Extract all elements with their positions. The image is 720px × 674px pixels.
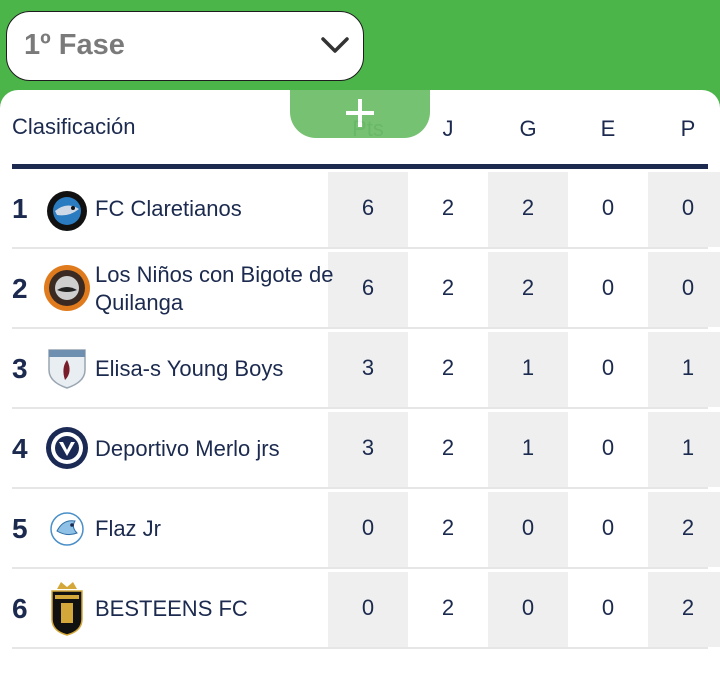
position: 1 (12, 193, 28, 224)
g-cell-bg (488, 252, 568, 327)
standings-title: Clasificación (12, 114, 136, 139)
p-value: 1 (681, 435, 695, 460)
e-value: 0 (601, 435, 615, 460)
pts-value: 6 (361, 275, 375, 300)
table-row[interactable]: 4 Deportivo Merlo jrs 3 2 1 0 1 (0, 409, 720, 489)
g-value: 0 (521, 595, 535, 620)
g-cell-bg (488, 332, 568, 407)
pts-value: 0 (361, 595, 375, 620)
e-value: 0 (601, 355, 615, 380)
p-cell-bg (648, 412, 720, 487)
g-value: 2 (521, 275, 535, 300)
pts-value: 3 (361, 355, 375, 380)
row-divider (12, 647, 708, 649)
pts-cell-bg (328, 172, 408, 247)
g-value: 0 (521, 515, 535, 540)
p-value: 2 (681, 595, 695, 620)
position: 6 (12, 593, 28, 624)
g-value: 2 (521, 195, 535, 220)
e-value: 0 (601, 595, 615, 620)
fc-claretianos-logo (47, 191, 87, 231)
team-name[interactable]: Deportivo Merlo jrs (95, 436, 280, 461)
table-row[interactable]: 1 FC Claretianos 6 2 2 0 0 (0, 169, 720, 249)
row-divider (12, 487, 708, 489)
phase-select-value: 1º Fase (24, 29, 125, 61)
deportivo-merlo-logo (46, 427, 88, 469)
g-cell-bg (488, 172, 568, 247)
table-row[interactable]: 3 Elisa-s Young Boys 3 2 1 0 1 (0, 329, 720, 409)
table-row[interactable]: 6 BESTEENS FC 0 2 0 0 2 (0, 569, 720, 649)
p-cell-bg (648, 252, 720, 327)
table-row[interactable]: 2 Los Niños con Bigote de Quilanga 6 2 2… (0, 249, 720, 329)
g-value: 1 (521, 435, 535, 460)
pts-cell-bg (328, 332, 408, 407)
plus-icon (346, 99, 374, 127)
row-divider (12, 567, 708, 569)
e-value: 0 (601, 515, 615, 540)
pts-value: 3 (361, 435, 375, 460)
j-value: 2 (441, 355, 455, 380)
j-value: 2 (441, 275, 455, 300)
pts-cell-bg (328, 572, 408, 647)
chevron-down-icon (321, 37, 349, 53)
add-button[interactable] (290, 90, 430, 138)
team-name[interactable]: FC Claretianos (95, 196, 242, 221)
p-value: 0 (681, 275, 695, 300)
los-ninos-con-bigote-logo (44, 265, 90, 311)
p-value: 2 (681, 515, 695, 540)
p-value: 1 (681, 355, 695, 380)
e-value: 0 (601, 275, 615, 300)
j-value: 2 (441, 595, 455, 620)
position: 5 (12, 513, 28, 544)
pts-cell-bg (328, 492, 408, 567)
team-name[interactable]: BESTEENS FC (95, 596, 248, 621)
col-header-g: G (519, 116, 537, 141)
row-divider (12, 247, 708, 249)
team-name[interactable]: Elisa-s Young Boys (95, 356, 284, 381)
position: 2 (12, 273, 28, 304)
g-cell-bg (488, 412, 568, 487)
team-name[interactable]: Los Niños con Bigote de Quilanga (95, 262, 334, 315)
p-value: 0 (681, 195, 695, 220)
team-name[interactable]: Flaz Jr (95, 516, 161, 541)
pts-cell-bg (328, 252, 408, 327)
g-value: 1 (521, 355, 535, 380)
p-cell-bg (648, 172, 720, 247)
position: 3 (12, 353, 28, 384)
p-cell-bg (648, 572, 720, 647)
header-divider (12, 164, 708, 169)
p-cell-bg (648, 492, 720, 567)
row-divider (12, 407, 708, 409)
besteens-fc-logo (51, 582, 83, 636)
e-value: 0 (601, 195, 615, 220)
table-row[interactable]: 5 Flaz Jr 0 2 0 0 2 (0, 489, 720, 569)
row-divider (12, 327, 708, 329)
pts-cell-bg (328, 412, 408, 487)
phase-select[interactable]: 1º Fase (6, 11, 364, 81)
j-value: 2 (441, 195, 455, 220)
elisa-s-young-boys-logo (48, 349, 86, 389)
j-value: 2 (441, 515, 455, 540)
position: 4 (12, 433, 28, 464)
g-cell-bg (488, 492, 568, 567)
col-header-p: P (680, 116, 696, 141)
col-header-e: E (600, 116, 616, 141)
pts-value: 6 (361, 195, 375, 220)
pts-value: 0 (361, 515, 375, 540)
g-cell-bg (488, 572, 568, 647)
flaz-jr-logo (50, 512, 84, 546)
col-header-j: J (442, 116, 454, 141)
j-value: 2 (441, 435, 455, 460)
p-cell-bg (648, 332, 720, 407)
